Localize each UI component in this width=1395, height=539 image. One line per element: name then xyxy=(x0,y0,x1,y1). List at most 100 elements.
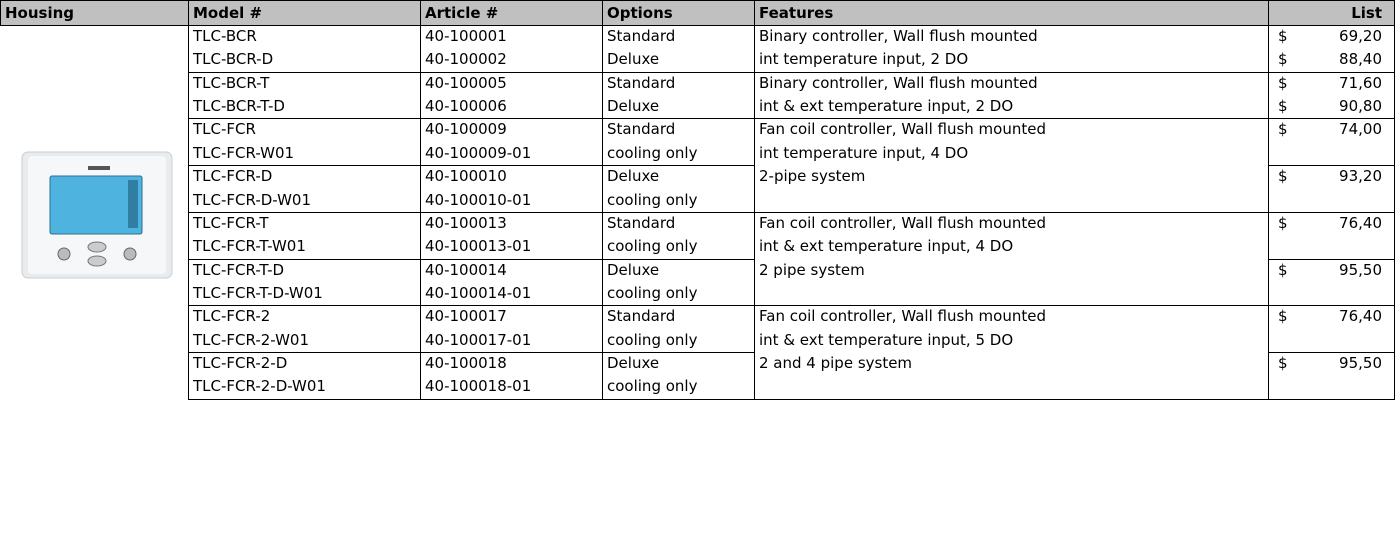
article-number: 40-100013-01 xyxy=(425,237,532,256)
article-number: 40-100013 xyxy=(425,213,507,232)
model-number: TLC-FCR-D xyxy=(193,167,273,186)
article-number: 40-100014-01 xyxy=(425,284,532,302)
model-number: TLC-FCR-2-W01 xyxy=(193,330,310,349)
option: Deluxe xyxy=(607,167,660,186)
feature: int & ext temperature input, 5 DO xyxy=(759,330,1014,349)
model-number: TLC-BCR-T xyxy=(193,73,270,92)
feature: Fan coil controller, Wall flush mounted xyxy=(759,307,1046,326)
model-number: TLC-FCR-T xyxy=(193,213,269,232)
article-number: 40-100009-01 xyxy=(425,143,532,162)
price: $71,60 xyxy=(1268,72,1394,95)
currency: $ xyxy=(1278,307,1288,326)
currency: $ xyxy=(1278,213,1288,232)
model-number: TLC-BCR-T-D xyxy=(193,97,285,116)
header-cell: List xyxy=(1268,0,1395,26)
amount: 71,60 xyxy=(1339,73,1382,92)
article-number: 40-100014 xyxy=(425,260,507,279)
model-number: TLC-BCR xyxy=(193,27,257,45)
device-image xyxy=(21,151,173,279)
amount: 95,50 xyxy=(1339,354,1382,373)
amount: 90,80 xyxy=(1339,97,1382,116)
article-number: 40-100018-01 xyxy=(425,377,532,396)
cell-border xyxy=(754,305,1269,400)
amount: 76,40 xyxy=(1339,307,1382,326)
amount: 88,40 xyxy=(1339,50,1382,69)
model-number: TLC-FCR-T-D-W01 xyxy=(193,284,323,302)
feature: 2 and 4 pipe system xyxy=(759,354,913,373)
price: $90,80 xyxy=(1268,95,1394,118)
model-number: TLC-FCR-D-W01 xyxy=(193,190,312,209)
header-cell: Article # xyxy=(420,0,603,26)
currency: $ xyxy=(1278,354,1288,373)
feature: Fan coil controller, Wall flush mounted xyxy=(759,213,1046,232)
currency: $ xyxy=(1278,27,1288,45)
currency: $ xyxy=(1278,120,1288,139)
amount: 76,40 xyxy=(1339,213,1382,232)
price: $74,00 xyxy=(1268,118,1394,141)
feature: int & ext temperature input, 2 DO xyxy=(759,97,1014,116)
header-cell: Features xyxy=(754,0,1269,26)
price: $69,20 xyxy=(1268,25,1394,48)
currency: $ xyxy=(1278,50,1288,69)
option: Standard xyxy=(607,73,676,92)
model-number: TLC-FCR-2 xyxy=(193,307,271,326)
header-cell: Options xyxy=(602,0,755,26)
feature: int & ext temperature input, 4 DO xyxy=(759,237,1014,256)
option: Standard xyxy=(607,120,676,139)
feature: Binary controller, Wall flush mounted xyxy=(759,27,1038,45)
price: $95,50 xyxy=(1268,352,1394,375)
amount: 74,00 xyxy=(1339,120,1382,139)
option: Standard xyxy=(607,307,676,326)
feature: int temperature input, 4 DO xyxy=(759,143,969,162)
amount: 93,20 xyxy=(1339,167,1382,186)
option: Deluxe xyxy=(607,260,660,279)
model-number: TLC-FCR-T-W01 xyxy=(193,237,306,256)
model-number: TLC-BCR-D xyxy=(193,50,274,69)
amount: 95,50 xyxy=(1339,260,1382,279)
article-number: 40-100009 xyxy=(425,120,507,139)
price: $76,40 xyxy=(1268,212,1394,235)
currency: $ xyxy=(1278,167,1288,186)
article-number: 40-100017-01 xyxy=(425,330,532,349)
price: $88,40 xyxy=(1268,48,1394,71)
article-number: 40-100006 xyxy=(425,97,507,116)
option: cooling only xyxy=(607,190,698,209)
option: cooling only xyxy=(607,237,698,256)
article-number: 40-100002 xyxy=(425,50,507,69)
feature: Fan coil controller, Wall flush mounted xyxy=(759,120,1046,139)
model-number: TLC-FCR-2-D xyxy=(193,354,288,373)
option: Deluxe xyxy=(607,97,660,116)
option: cooling only xyxy=(607,143,698,162)
model-number: TLC-FCR-2-D-W01 xyxy=(193,377,326,396)
feature: Binary controller, Wall flush mounted xyxy=(759,73,1038,92)
header-cell: Housing xyxy=(0,0,189,26)
option: cooling only xyxy=(607,284,698,302)
article-number: 40-100017 xyxy=(425,307,507,326)
price: $95,50 xyxy=(1268,259,1394,282)
feature: 2-pipe system xyxy=(759,167,866,186)
feature: 2 pipe system xyxy=(759,260,865,279)
article-number: 40-100010 xyxy=(425,167,507,186)
currency: $ xyxy=(1278,260,1288,279)
article-number: 40-100001 xyxy=(425,27,507,45)
header-cell: Model # xyxy=(188,0,421,26)
amount: 69,20 xyxy=(1339,27,1382,45)
option: Deluxe xyxy=(607,50,660,69)
price: $93,20 xyxy=(1268,165,1394,188)
price: $76,40 xyxy=(1268,305,1394,328)
option: Standard xyxy=(607,213,676,232)
article-number: 40-100010-01 xyxy=(425,190,532,209)
model-number: TLC-FCR xyxy=(193,120,256,139)
option: cooling only xyxy=(607,377,698,396)
currency: $ xyxy=(1278,97,1288,116)
feature: int temperature input, 2 DO xyxy=(759,50,969,69)
article-number: 40-100005 xyxy=(425,73,507,92)
option: Deluxe xyxy=(607,354,660,373)
option: Standard xyxy=(607,27,676,45)
option: cooling only xyxy=(607,330,698,349)
article-number: 40-100018 xyxy=(425,354,507,373)
model-number: TLC-FCR-W01 xyxy=(193,143,295,162)
currency: $ xyxy=(1278,73,1288,92)
model-number: TLC-FCR-T-D xyxy=(193,260,285,279)
